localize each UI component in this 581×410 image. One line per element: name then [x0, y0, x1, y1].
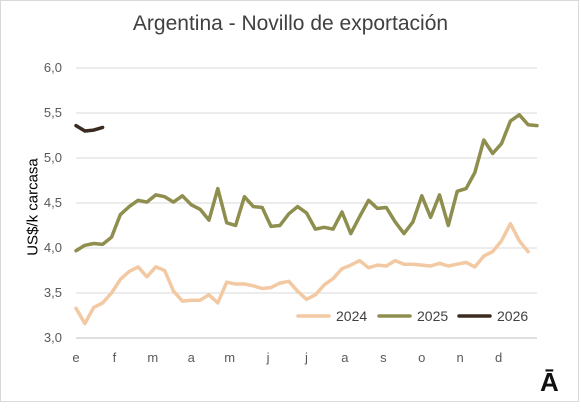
- x-tick-label: j: [266, 350, 270, 365]
- y-tick-label: 4,5: [44, 195, 62, 210]
- chart-title: Argentina - Novillo de exportación: [132, 12, 449, 35]
- y-tick-label: 5,5: [44, 105, 62, 120]
- x-tick-label: s: [380, 350, 387, 365]
- series-line-2026: [74, 123, 105, 133]
- brand-logo: Ā: [540, 367, 559, 397]
- series-line-2024: [74, 221, 530, 326]
- y-tick-label: 6,0: [44, 60, 62, 75]
- x-tick-label: j: [304, 350, 308, 365]
- series-line-2025: [74, 113, 539, 253]
- y-tick-label: 5,0: [44, 150, 62, 165]
- x-tick-label: f: [113, 350, 117, 365]
- y-tick-label: 3,5: [44, 285, 62, 300]
- x-tick-label: n: [457, 350, 464, 365]
- chart-frame: [0, 0, 579, 402]
- y-tick-label: 3,0: [44, 330, 62, 345]
- x-tick-label: m: [147, 350, 158, 365]
- y-tick-label: 4,0: [44, 240, 62, 255]
- legend-label: 2025: [417, 308, 448, 324]
- legend-label: 2024: [336, 308, 367, 324]
- x-tick-label: a: [341, 350, 349, 365]
- x-tick-label: a: [188, 350, 196, 365]
- x-tick-label: m: [224, 350, 235, 365]
- legend-label: 2026: [497, 308, 528, 324]
- x-tick-label: o: [418, 350, 425, 365]
- x-tick-label: e: [72, 350, 79, 365]
- x-tick-label: d: [495, 350, 502, 365]
